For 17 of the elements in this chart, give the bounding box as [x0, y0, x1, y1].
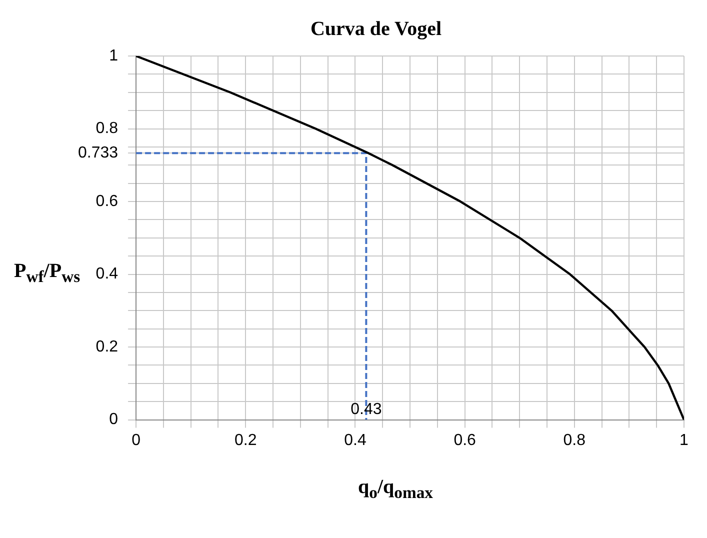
x-tick-label: 0.6 — [454, 432, 476, 449]
x-tick-label: 0.2 — [234, 432, 257, 449]
y-tick-label: 0.2 — [96, 338, 118, 356]
x-tick-label: 1 — [680, 432, 689, 449]
x-tick-label: 0 — [132, 432, 141, 449]
y-tick-label: 1 — [109, 47, 118, 64]
y-tick-label: 0.733 — [78, 144, 118, 162]
chart-title: Curva de Vogel — [310, 18, 442, 40]
y-tick-label: 0.8 — [96, 120, 118, 138]
annotation: 0.43 — [350, 401, 382, 418]
y-tick-label: 0.6 — [96, 192, 118, 210]
y-tick-label: 0.4 — [96, 266, 118, 283]
x-axis-title: q$_{o}$/q$_{omax}$ — [358, 476, 433, 503]
y-axis-title: P$_{wf}$/P$_{ws}$ — [14, 260, 80, 287]
x-tick-label: 0.8 — [563, 432, 586, 449]
y-tick-label: 0 — [109, 411, 118, 428]
x-tick-label: 0.4 — [344, 432, 366, 449]
